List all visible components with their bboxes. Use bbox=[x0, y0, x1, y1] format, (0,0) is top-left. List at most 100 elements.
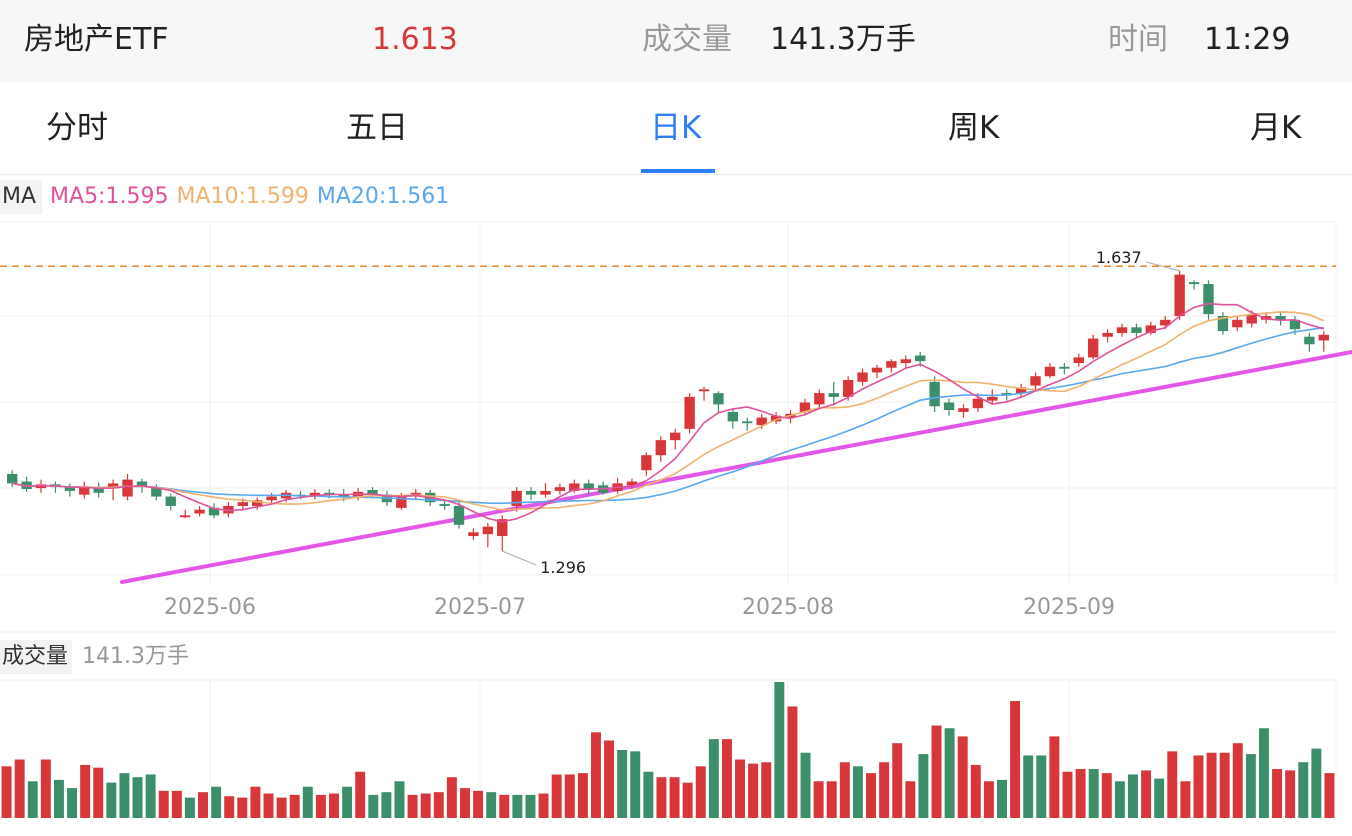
volume-bar bbox=[1258, 728, 1269, 818]
x-axis-ticks: 2025-06 2025-07 2025-08 2025-09 bbox=[164, 595, 1115, 620]
candle-body bbox=[612, 483, 623, 491]
candle-body bbox=[770, 415, 782, 422]
candle-body bbox=[1059, 366, 1070, 369]
x-tick-label: 2025-08 bbox=[742, 595, 834, 620]
volume-bar bbox=[866, 773, 876, 818]
trendline bbox=[120, 350, 1352, 584]
volume-bar bbox=[538, 793, 549, 818]
candle-body bbox=[309, 492, 321, 496]
volume-bar bbox=[407, 794, 418, 818]
candle-body bbox=[972, 398, 984, 409]
tab-intraday[interactable]: 分时 bbox=[46, 110, 108, 146]
candle-body bbox=[410, 492, 421, 497]
ma-tag[interactable]: MA bbox=[0, 180, 43, 214]
candle-body bbox=[266, 496, 277, 501]
candle-body bbox=[1015, 387, 1027, 394]
volume-bar bbox=[918, 754, 929, 818]
candle-body bbox=[929, 381, 940, 407]
candle-body bbox=[1116, 327, 1128, 333]
candle-body bbox=[1275, 316, 1286, 320]
candle-body bbox=[381, 494, 393, 503]
candle-body bbox=[1188, 282, 1200, 285]
candle-body bbox=[1087, 338, 1099, 358]
volume-bar bbox=[1154, 778, 1165, 818]
candle-body bbox=[7, 473, 18, 484]
volume-bar bbox=[158, 790, 169, 818]
candle-body bbox=[684, 396, 695, 429]
low-label: 1.296 bbox=[540, 558, 586, 577]
volume-bar bbox=[276, 797, 287, 818]
candle-body bbox=[324, 492, 335, 495]
high-pointer bbox=[1145, 261, 1180, 272]
tab-weekly-k[interactable]: 周K bbox=[948, 110, 1000, 146]
tab-monthly-k[interactable]: 月K bbox=[1250, 110, 1302, 146]
candle-body bbox=[1232, 319, 1243, 328]
candle-body bbox=[1203, 284, 1214, 315]
tab-five-day[interactable]: 五日 bbox=[346, 110, 408, 146]
volume-bar bbox=[970, 764, 981, 818]
candle-body bbox=[655, 440, 666, 456]
volume-bar bbox=[145, 774, 156, 818]
volume-bar bbox=[1272, 769, 1283, 818]
volume-bar bbox=[1075, 769, 1086, 818]
volume-bar bbox=[119, 773, 130, 818]
candle-body bbox=[525, 490, 537, 495]
volume-bar bbox=[1311, 748, 1322, 818]
volume-bar bbox=[997, 779, 1007, 818]
volume-bar bbox=[551, 774, 562, 818]
candle-body bbox=[1318, 334, 1329, 341]
candlesticks bbox=[7, 270, 1329, 552]
candle-body bbox=[1304, 336, 1315, 345]
volume-tag[interactable]: 成交量 bbox=[0, 640, 73, 674]
volume-bar bbox=[1128, 774, 1138, 818]
volume-bar bbox=[433, 792, 444, 818]
volume-bar bbox=[1285, 770, 1296, 818]
candle-body bbox=[1044, 366, 1056, 377]
volume-bar bbox=[289, 794, 300, 818]
candle-body bbox=[151, 487, 162, 497]
candle-body bbox=[900, 359, 912, 364]
candle-body bbox=[1131, 327, 1142, 333]
volume-bar bbox=[905, 781, 916, 818]
quote-header: 房地产ETF 1.613 成交量 141.3万手 时间 11:29 bbox=[0, 0, 1352, 82]
ma5-value: MA5:1.595 bbox=[50, 184, 169, 209]
candle-body bbox=[468, 532, 479, 537]
volume-bar bbox=[787, 706, 798, 818]
volume-bar bbox=[1010, 701, 1021, 818]
candle-body bbox=[842, 379, 854, 397]
candle-body bbox=[1174, 274, 1185, 317]
volume-bar bbox=[604, 740, 615, 818]
volume-bar bbox=[721, 739, 732, 818]
candle-body bbox=[597, 485, 609, 493]
candle-body bbox=[1217, 316, 1229, 332]
candle-body bbox=[871, 367, 883, 373]
candle-body bbox=[79, 486, 90, 495]
volume-bar bbox=[879, 762, 890, 818]
volume-bar bbox=[1088, 769, 1099, 818]
candle-body bbox=[453, 505, 465, 525]
volume-bar bbox=[486, 792, 497, 818]
volume-bar bbox=[80, 764, 91, 818]
candle-body bbox=[64, 487, 76, 491]
volume-bar bbox=[460, 788, 470, 818]
candle-body bbox=[237, 502, 249, 506]
candle-body bbox=[915, 355, 926, 362]
tab-daily-k[interactable]: 日K bbox=[650, 110, 702, 146]
volume-bar bbox=[735, 759, 746, 818]
candle-body bbox=[107, 483, 119, 488]
period-tabs: 分时 五日 日K 周K 月K bbox=[0, 82, 1352, 175]
candle-body bbox=[1260, 316, 1272, 320]
volume-bar bbox=[630, 751, 641, 818]
volume-bar bbox=[224, 796, 235, 818]
candle-body bbox=[252, 500, 263, 506]
high-label: 1.637 bbox=[1096, 248, 1142, 267]
candle-body bbox=[670, 432, 681, 441]
low-pointer bbox=[502, 550, 537, 566]
ma10-value: MA10:1.599 bbox=[176, 184, 309, 209]
volume-bar bbox=[250, 786, 261, 818]
volume-bar bbox=[67, 788, 78, 818]
volume-bar bbox=[1023, 755, 1034, 818]
candle-body bbox=[35, 484, 47, 489]
volume-bar bbox=[1036, 755, 1047, 818]
candle-body bbox=[626, 481, 638, 486]
